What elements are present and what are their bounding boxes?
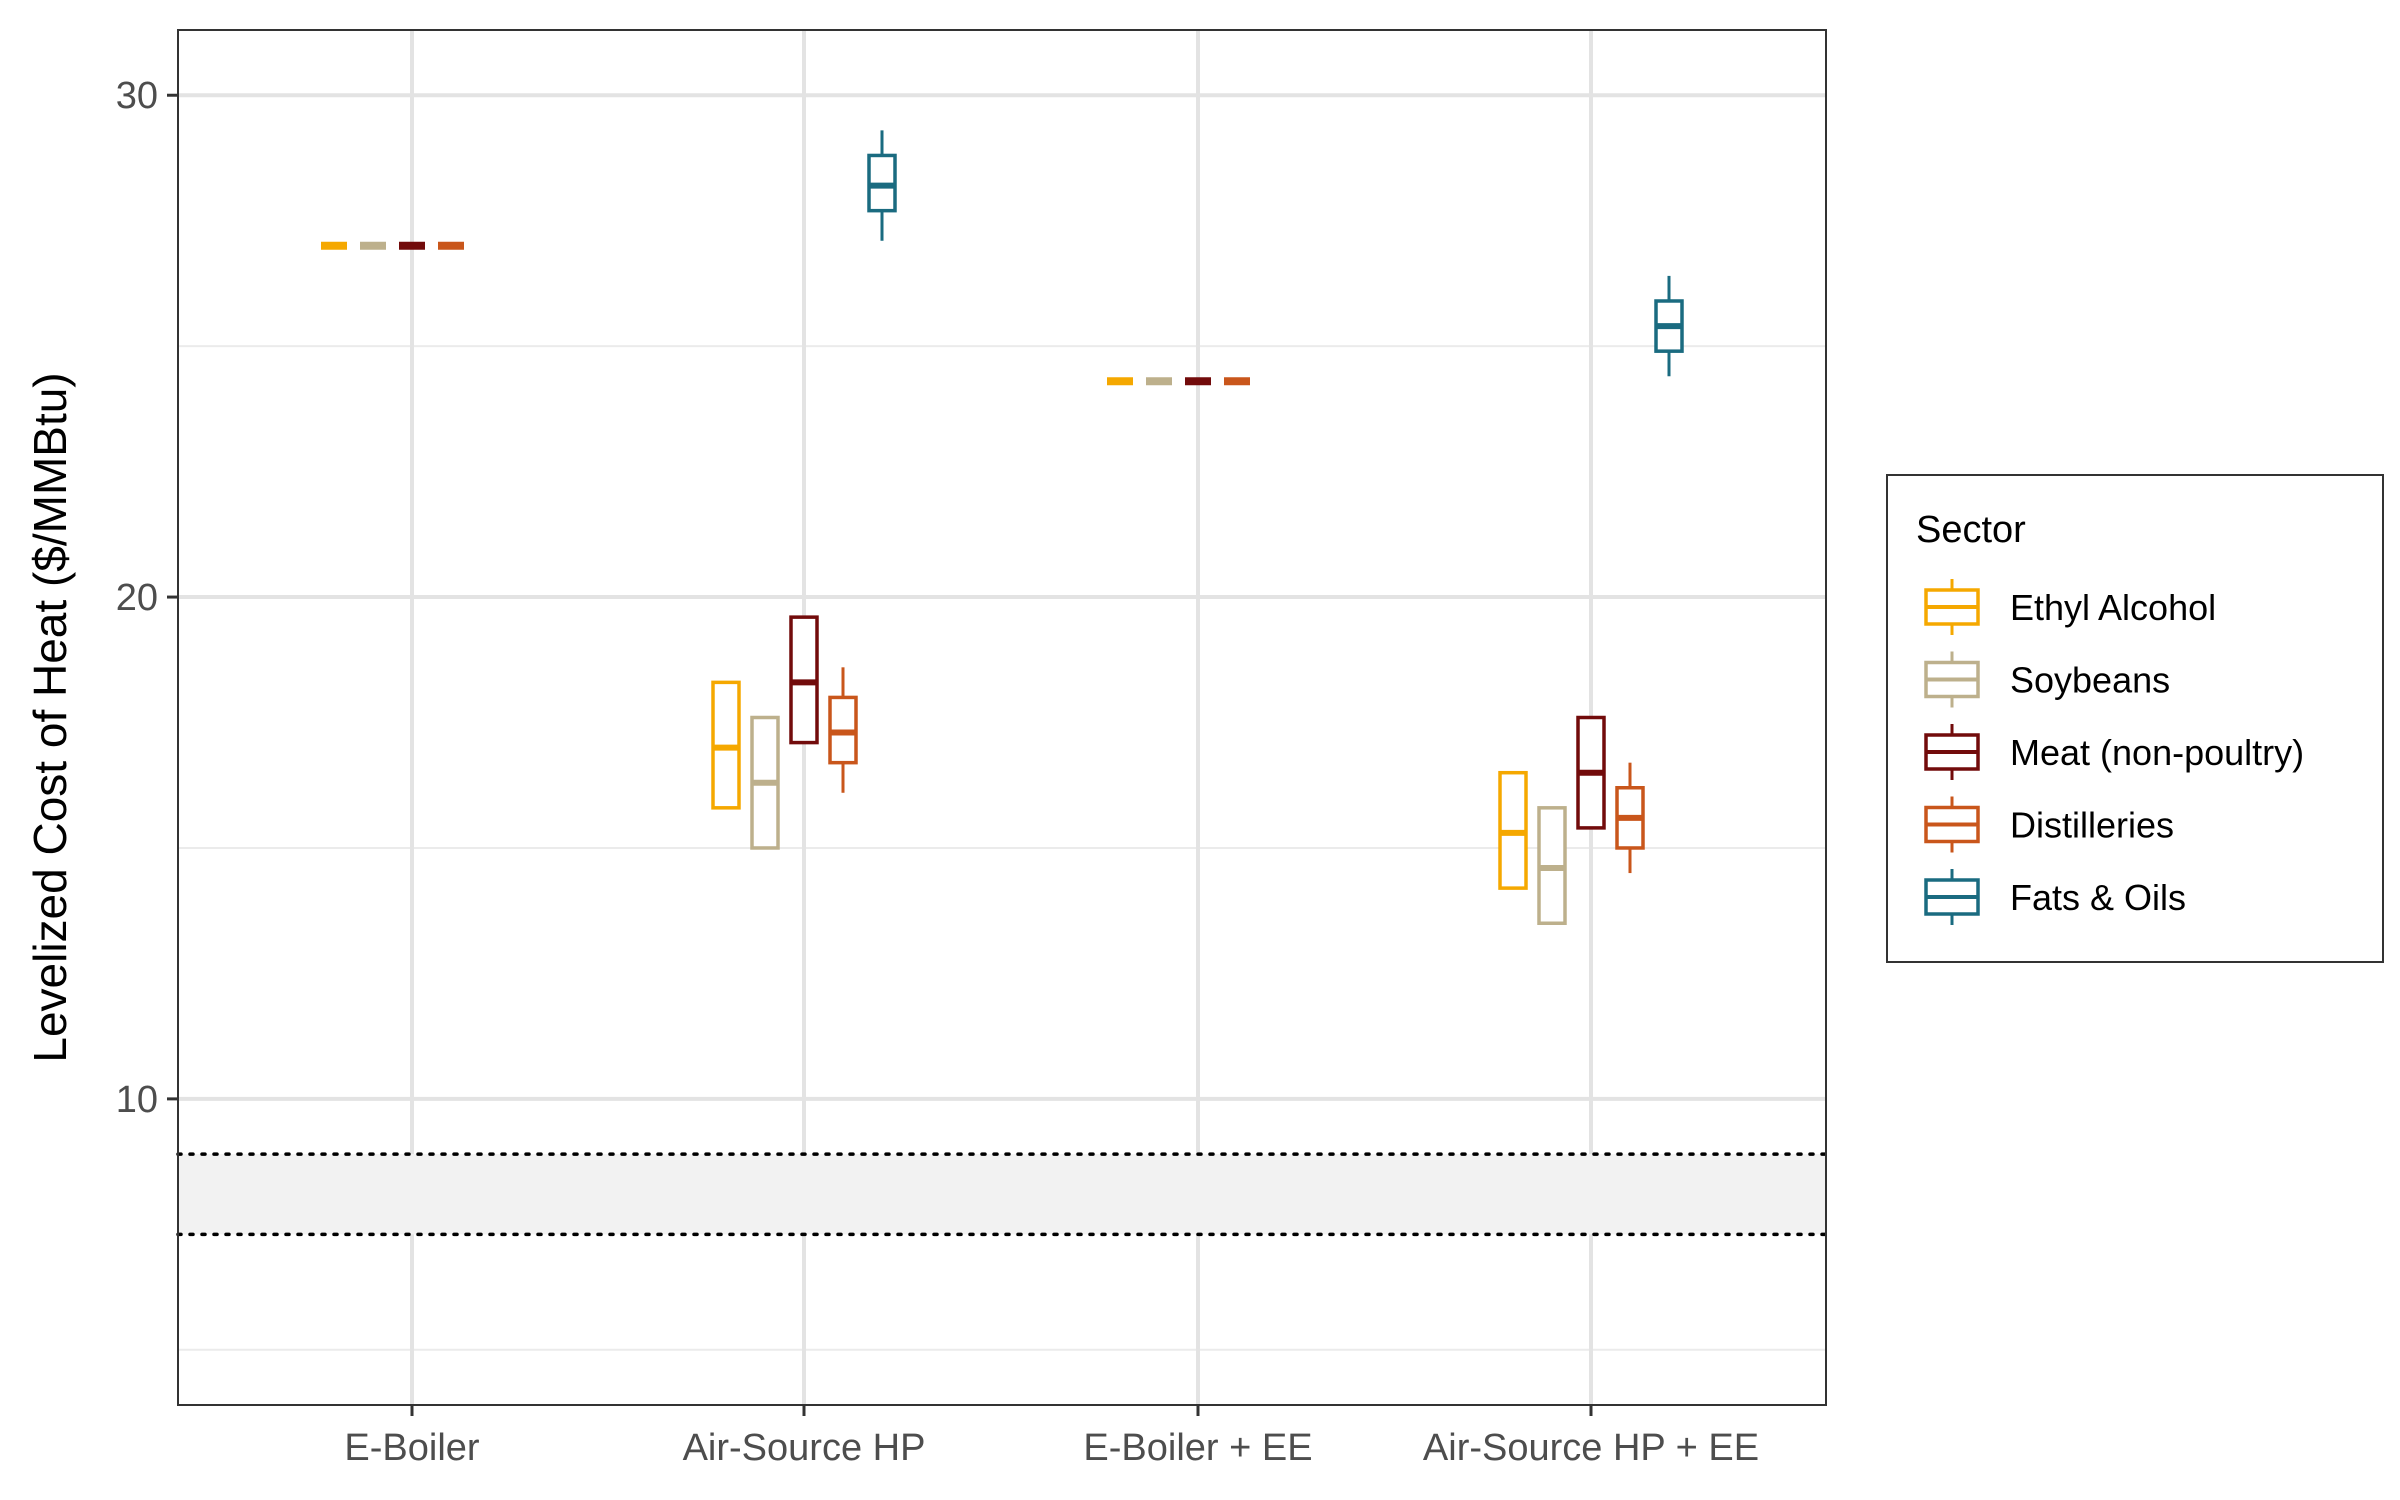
legend-label: Ethyl Alcohol bbox=[2010, 587, 2216, 628]
x-tick-label: E-Boiler + EE bbox=[1083, 1427, 1312, 1469]
legend-item: Distilleries bbox=[1924, 796, 2174, 853]
legend-label: Fats & Oils bbox=[2010, 877, 2186, 918]
y-tick-label: 10 bbox=[116, 1079, 158, 1121]
box-soybeans-3 bbox=[1537, 806, 1567, 925]
box-distilleries-3 bbox=[1615, 762, 1645, 874]
y-axis-title: Levelized Cost of Heat ($/MMBtu) bbox=[24, 372, 76, 1062]
y-tick-label: 30 bbox=[116, 75, 158, 117]
legend-item: Meat (non-poultry) bbox=[1924, 724, 2304, 780]
plot-panel-border bbox=[177, 29, 1827, 1406]
legend: Sector Ethyl Alcohol Soybeans Meat (non-po… bbox=[1886, 474, 2384, 963]
x-tick-label: E-Boiler bbox=[344, 1427, 479, 1469]
legend-label: Soybeans bbox=[2010, 660, 2170, 701]
box-soybeans-1 bbox=[750, 715, 780, 850]
box-meat-non-poultry--3 bbox=[1576, 715, 1606, 830]
box-fats-oils-3 bbox=[1654, 275, 1684, 377]
box-ethyl-alcohol-3 bbox=[1498, 770, 1528, 890]
y-tick-label: 20 bbox=[116, 577, 158, 619]
box-fats-oils-1 bbox=[867, 130, 897, 241]
x-tick-label: Air-Source HP + EE bbox=[1423, 1427, 1759, 1469]
box-ethyl-alcohol-1 bbox=[711, 680, 741, 810]
box-plots bbox=[321, 130, 1684, 925]
box-meat-non-poultry--1 bbox=[789, 615, 819, 745]
reference-band-fill bbox=[178, 1154, 1826, 1235]
x-tick-label: Air-Source HP bbox=[683, 1427, 926, 1469]
legend-item: Ethyl Alcohol bbox=[1924, 579, 2216, 635]
legend-item: Soybeans bbox=[1924, 651, 2170, 708]
legend-item: Fats & Oils bbox=[1924, 869, 2186, 925]
legend-items: Ethyl Alcohol Soybeans Meat (non-poultry) D… bbox=[1924, 579, 2304, 925]
legend-title: Sector bbox=[1916, 509, 2026, 551]
reference-band bbox=[176, 1152, 1828, 1237]
legend-label: Distilleries bbox=[2010, 805, 2174, 846]
box-distilleries-1 bbox=[828, 667, 858, 793]
axes: 10 20 30 E-Boiler Air-Source HP E-Boiler + EE… bbox=[116, 75, 1759, 1469]
legend-label: Meat (non-poultry) bbox=[2010, 732, 2304, 773]
